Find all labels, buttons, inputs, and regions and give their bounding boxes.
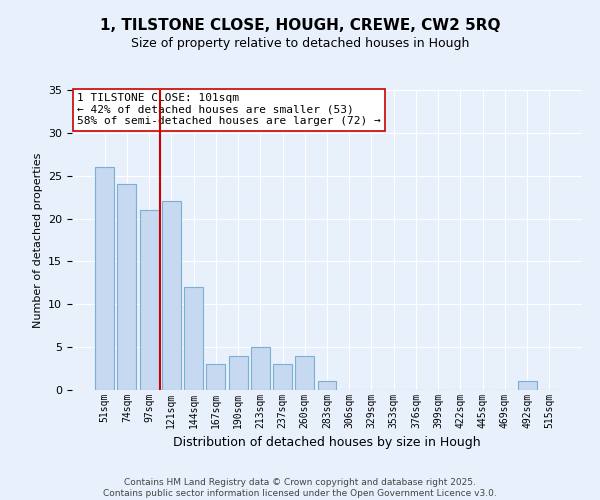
Bar [273, 364, 292, 390]
Bar [206, 364, 225, 390]
Text: Size of property relative to detached houses in Hough: Size of property relative to detached ho… [131, 38, 469, 51]
Y-axis label: Number of detached properties: Number of detached properties [32, 152, 43, 328]
Bar [251, 347, 270, 390]
Bar [184, 287, 203, 390]
Bar [118, 184, 136, 390]
Bar [140, 210, 158, 390]
Text: Contains HM Land Registry data © Crown copyright and database right 2025.
Contai: Contains HM Land Registry data © Crown c… [103, 478, 497, 498]
X-axis label: Distribution of detached houses by size in Hough: Distribution of detached houses by size … [173, 436, 481, 450]
Text: 1 TILSTONE CLOSE: 101sqm
← 42% of detached houses are smaller (53)
58% of semi-d: 1 TILSTONE CLOSE: 101sqm ← 42% of detach… [77, 93, 381, 126]
Bar [162, 202, 181, 390]
Text: 1, TILSTONE CLOSE, HOUGH, CREWE, CW2 5RQ: 1, TILSTONE CLOSE, HOUGH, CREWE, CW2 5RQ [100, 18, 500, 32]
Bar [95, 167, 114, 390]
Bar [317, 382, 337, 390]
Bar [229, 356, 248, 390]
Bar [518, 382, 536, 390]
Bar [295, 356, 314, 390]
